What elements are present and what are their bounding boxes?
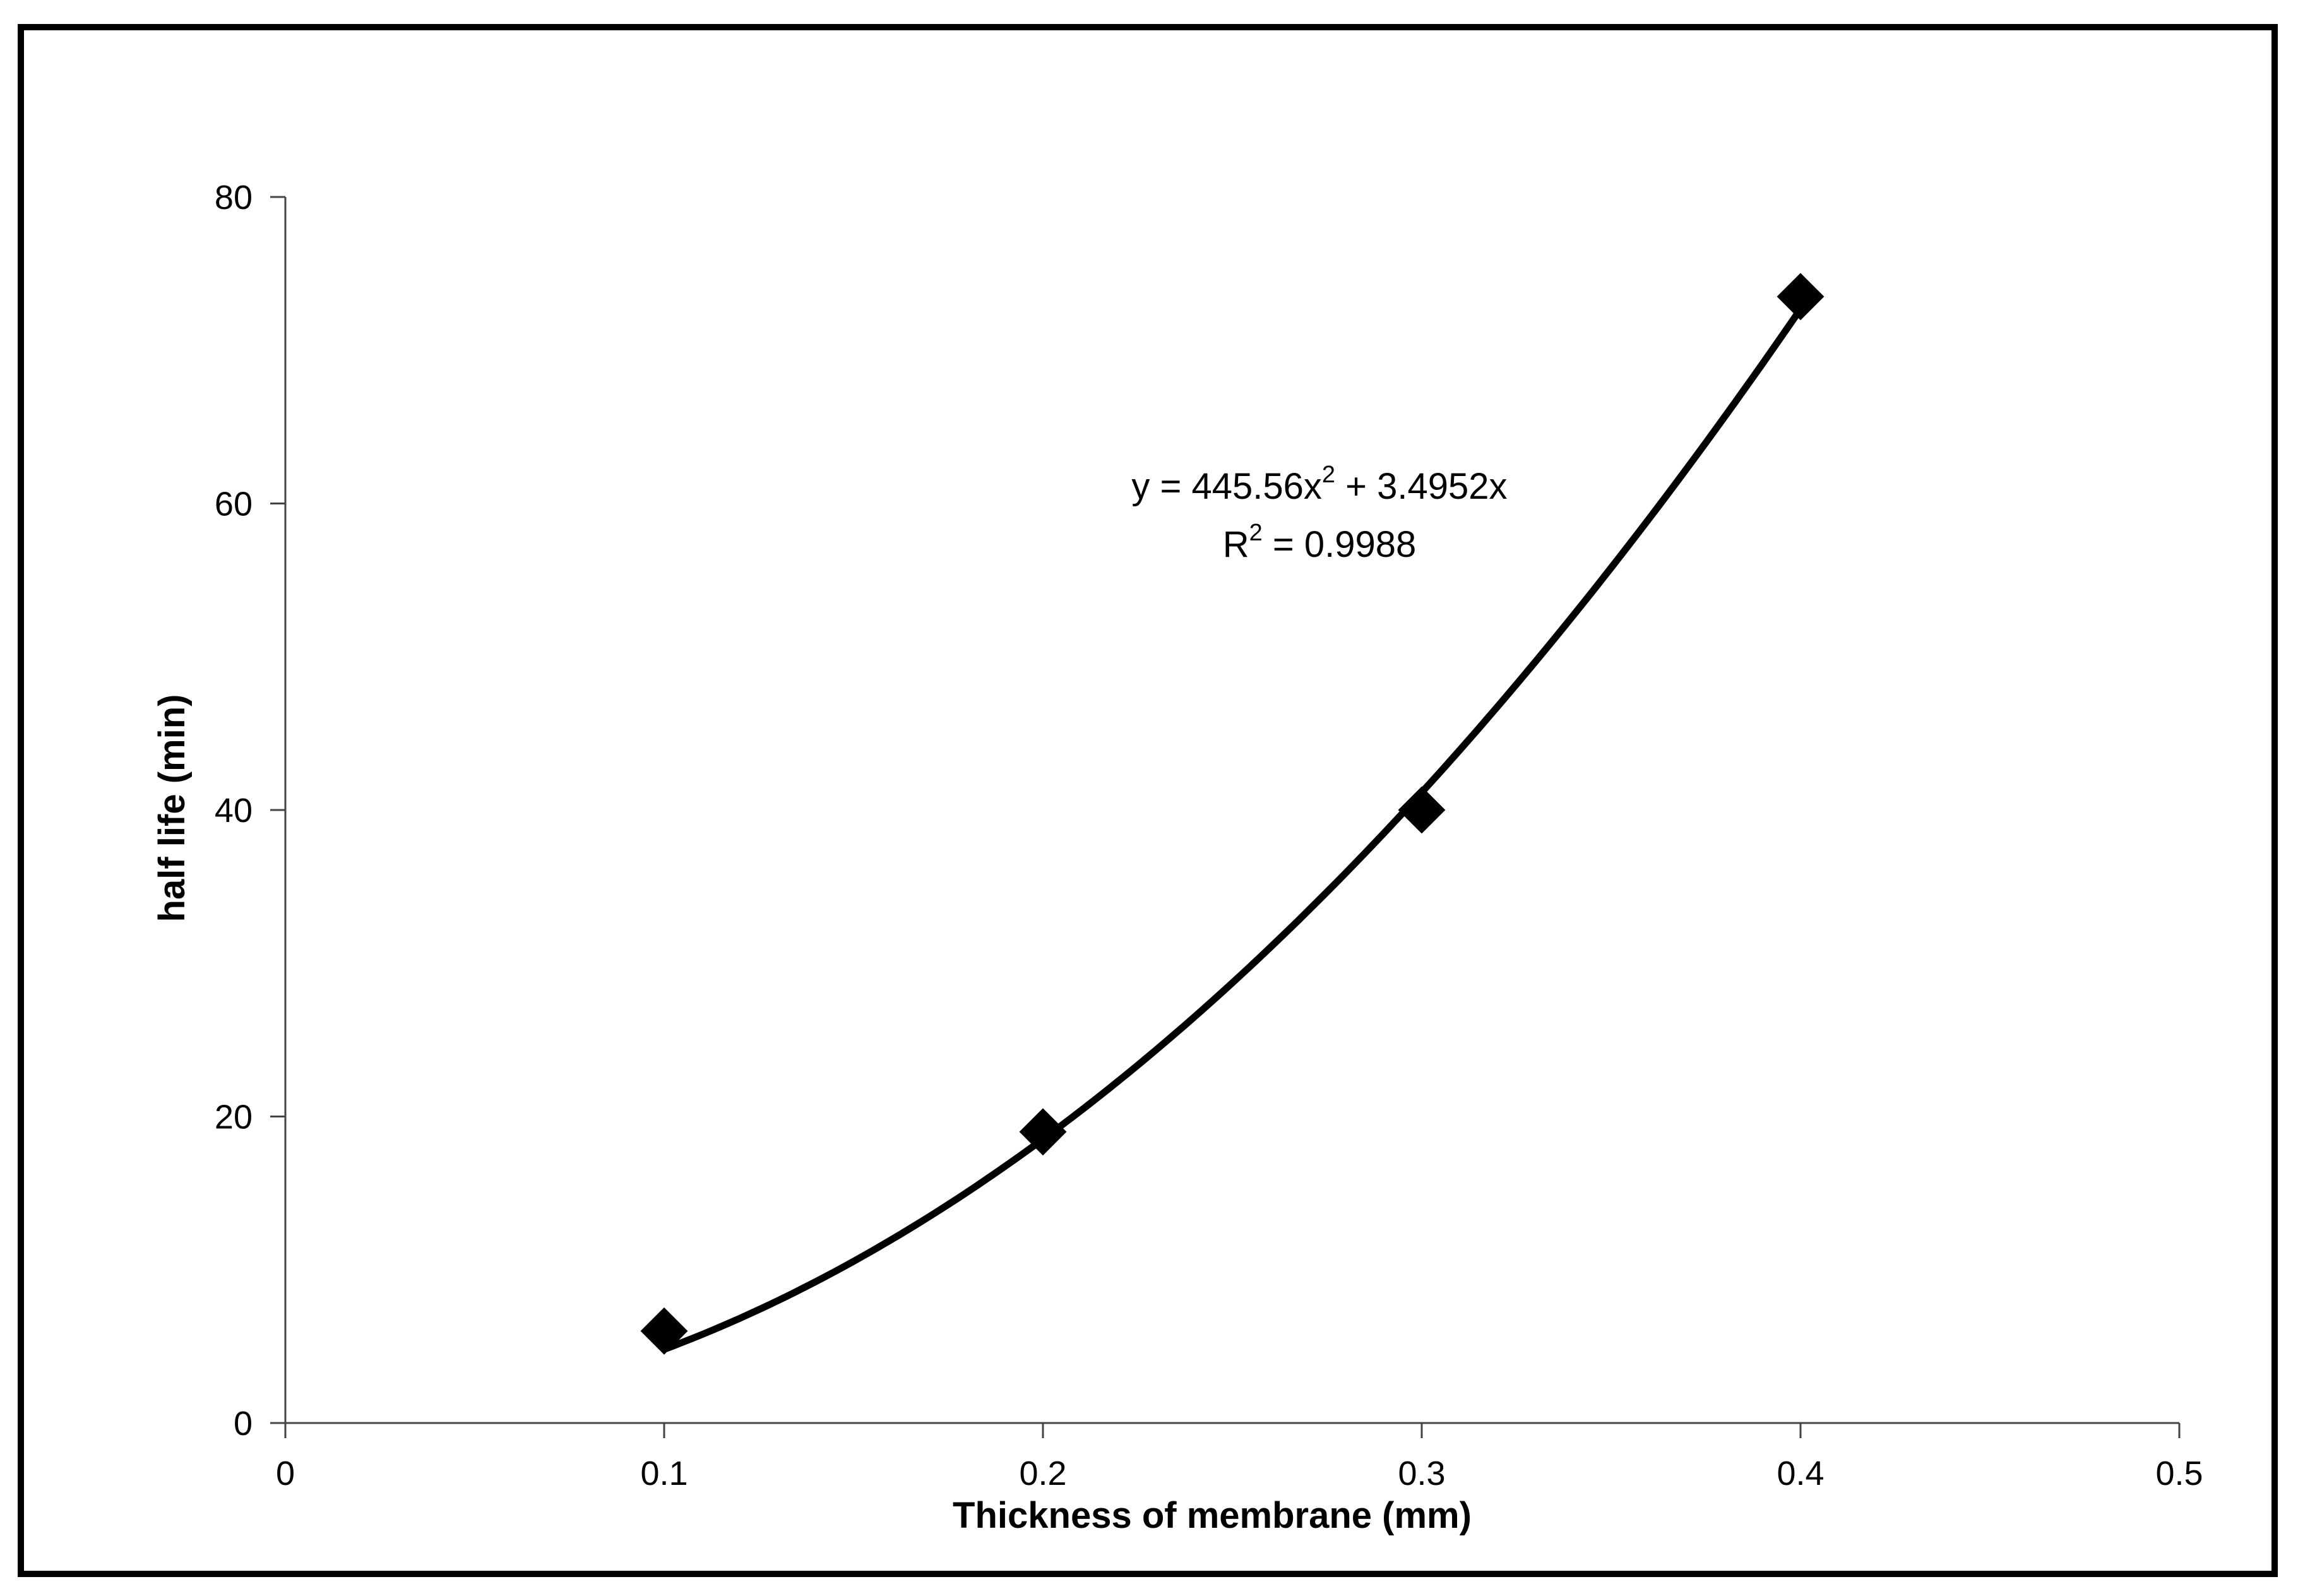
tick-labels: 0 0.1 0.2 0.3 0.4 0.5 0 20 40 60 80 — [215, 179, 2203, 1492]
y-tick-label: 80 — [215, 179, 253, 217]
data-point-marker — [1019, 1108, 1067, 1156]
y-tick-label: 60 — [215, 485, 253, 523]
y-tick-label: 40 — [215, 792, 253, 830]
x-tick-label: 0.4 — [1777, 1455, 1824, 1492]
data-point-marker — [1398, 786, 1446, 834]
y-axis-title: half life (min) — [152, 694, 193, 922]
x-tick-label: 0.1 — [640, 1455, 688, 1492]
y-tick-label: 0 — [234, 1405, 253, 1443]
chart-frame — [18, 24, 2278, 1577]
data-point-marker — [1777, 273, 1825, 321]
x-tick-label: 0.3 — [1398, 1455, 1445, 1492]
data-points — [640, 273, 1825, 1355]
r-squared-label: R2 = 0.9988 — [1223, 520, 1417, 565]
x-tick-label: 0.2 — [1019, 1455, 1066, 1492]
x-axis-title: Thickness of membrane (mm) — [953, 1495, 1472, 1536]
x-tick-label: 0.5 — [2155, 1455, 2203, 1492]
trendline-layer — [660, 306, 1804, 1353]
trendline-curve — [660, 306, 1804, 1353]
x-tick-label: 0 — [276, 1455, 295, 1492]
trendline-equation: y = 445.56x2 + 3.4952x — [1131, 462, 1507, 507]
axes — [270, 196, 2181, 1438]
data-point-marker — [640, 1307, 688, 1355]
y-tick-label: 20 — [215, 1099, 253, 1136]
